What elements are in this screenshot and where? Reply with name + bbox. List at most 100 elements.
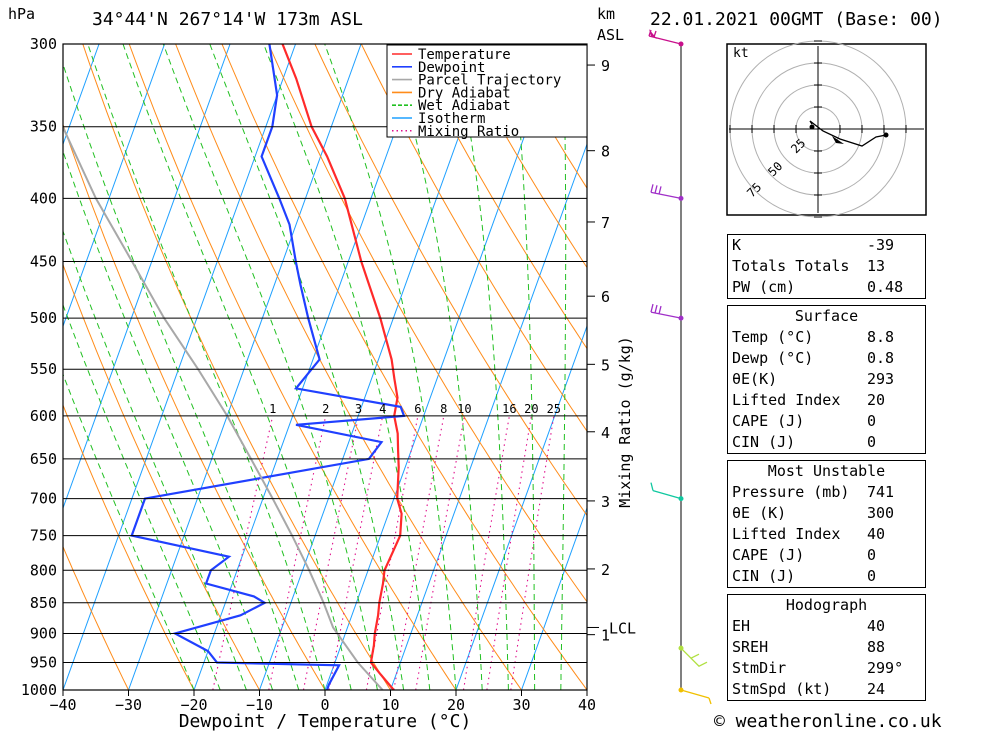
dry-adiabat [221,44,587,690]
wet-adiabat [560,44,567,690]
index-row: CIN (J) 0 [728,432,926,454]
pressure-tick-label: 750 [30,527,57,545]
index-label: StmDir [732,659,787,677]
section-title: Hodograph [785,596,868,614]
index-row: CAPE (J) 0 [728,545,926,566]
index-value: 0.8 [867,349,895,367]
pressure-tick-label: 450 [30,253,57,271]
dry-adiabat [360,44,587,433]
legend-label: Dewpoint [418,60,485,76]
index-value: 13 [867,257,886,275]
wet-adiabat [389,44,483,690]
hodograph-point [883,132,889,138]
pressure-tick-label: 950 [30,653,57,671]
height-tick-label: 5 [601,356,610,374]
wind-barb [650,184,682,199]
index-row: EH 40 [728,616,926,637]
index-row: StmDir 299° [728,658,926,679]
index-row: Pressure (mb) 741 [728,482,926,503]
mixing-ratio-label: 4 [379,402,386,416]
isotherm-line [455,324,587,690]
km-unit: km [597,5,615,23]
indices-table-surface: Surface Temp (°C) 8.8 Dewp (°C) 0.8 θE(K) 293 L… [727,305,926,454]
dry-adiabat [128,44,457,690]
mixing-ratio-label: 3 [355,402,362,416]
pressure-tick-label: 700 [30,490,57,508]
wet-adiabat [512,44,536,690]
index-label: CIN (J) [732,567,796,585]
index-label: θE(K) [732,370,778,388]
index-label: CAPE (J) [732,546,805,564]
lcl-label: LCL [609,619,636,637]
index-row: K -39 [728,235,926,257]
mixing-ratio-label: 10 [457,402,471,416]
index-label: CAPE (J) [732,412,805,430]
x-tick-label: −10 [246,696,273,714]
legend-label: Isotherm [418,111,485,127]
wet-adiabat [162,44,378,690]
wind-barb [680,647,708,667]
pressure-tick-label: 400 [30,189,57,207]
index-row: StmSpd (kt) 24 [728,679,926,701]
pressure-tick-label: 500 [30,309,57,327]
pressure-tick-label: 550 [30,360,57,378]
index-value: 40 [867,617,886,635]
legend-label: Mixing Ratio [418,124,519,140]
index-value: 20 [867,391,886,409]
mixing-ratio-label: 1 [269,402,276,416]
series-dewpoint [130,44,406,690]
index-row: θE(K) 293 [728,369,926,390]
wind-barb [650,303,682,319]
index-row: Lifted Index 20 [728,390,926,411]
index-value: 40 [867,525,886,543]
height-tick-label: 8 [601,143,610,161]
x-tick-label: −40 [49,696,76,714]
index-row: Lifted Index 40 [728,524,926,545]
x-axis-label: Dewpoint / Temperature (°C) [179,711,472,732]
index-row: Dewp (°C) 0.8 [728,348,926,369]
datetime-title: 22.01.2021 00GMT (Base: 00) [650,9,943,30]
index-label: Lifted Index [732,525,841,543]
pressure-tick-label: 800 [30,561,57,579]
wet-adiabat [63,62,300,690]
hodograph-trace [809,120,887,147]
pressure-tick-label: 900 [30,624,57,642]
index-label: K [732,236,742,254]
pressure-tick-label: 1000 [21,681,57,699]
series-temperature [281,44,403,690]
mixing-ratio-label: 16 [502,402,516,416]
index-label: Totals Totals [732,257,850,275]
isotherm-line [324,44,559,690]
pressure-tick-label: 350 [30,118,57,136]
mixing-ratio-label: 6 [414,402,421,416]
x-axis: −40 −30 −20 −10 0 10 20 30 40 [49,696,596,714]
x-tick-label: 30 [512,696,530,714]
index-value: 741 [867,483,895,501]
index-row: CIN (J) 0 [728,566,926,588]
x-tick-label: 10 [381,696,399,714]
station-title: 34°44'N 267°14'W 173m ASL [92,9,363,30]
hodograph-point [809,124,815,130]
isotherm-line [390,142,587,690]
asl-unit: ASL [597,26,624,44]
isotherm-line [0,44,34,690]
mixing-ratio-line [268,415,327,690]
index-label: Lifted Index [732,391,841,409]
isotherm-line [521,506,587,690]
legend-label: Parcel Trajectory [418,73,561,89]
index-label: SREH [732,638,769,656]
x-tick-label: 40 [578,696,596,714]
x-tick-label: −30 [115,696,142,714]
height-tick-label: 2 [601,561,610,579]
section-title: Surface [794,307,859,325]
index-label: StmSpd (kt) [732,680,832,698]
wet-adiabat [63,149,274,690]
height-tick-label: 7 [601,214,610,232]
pressure-tick-label: 650 [30,450,57,468]
hodograph-unit: kt [733,46,749,61]
pressure-unit: hPa [8,5,35,23]
index-value: -39 [867,236,895,254]
index-value: 24 [867,680,886,698]
height-tick-label: 4 [601,424,610,442]
